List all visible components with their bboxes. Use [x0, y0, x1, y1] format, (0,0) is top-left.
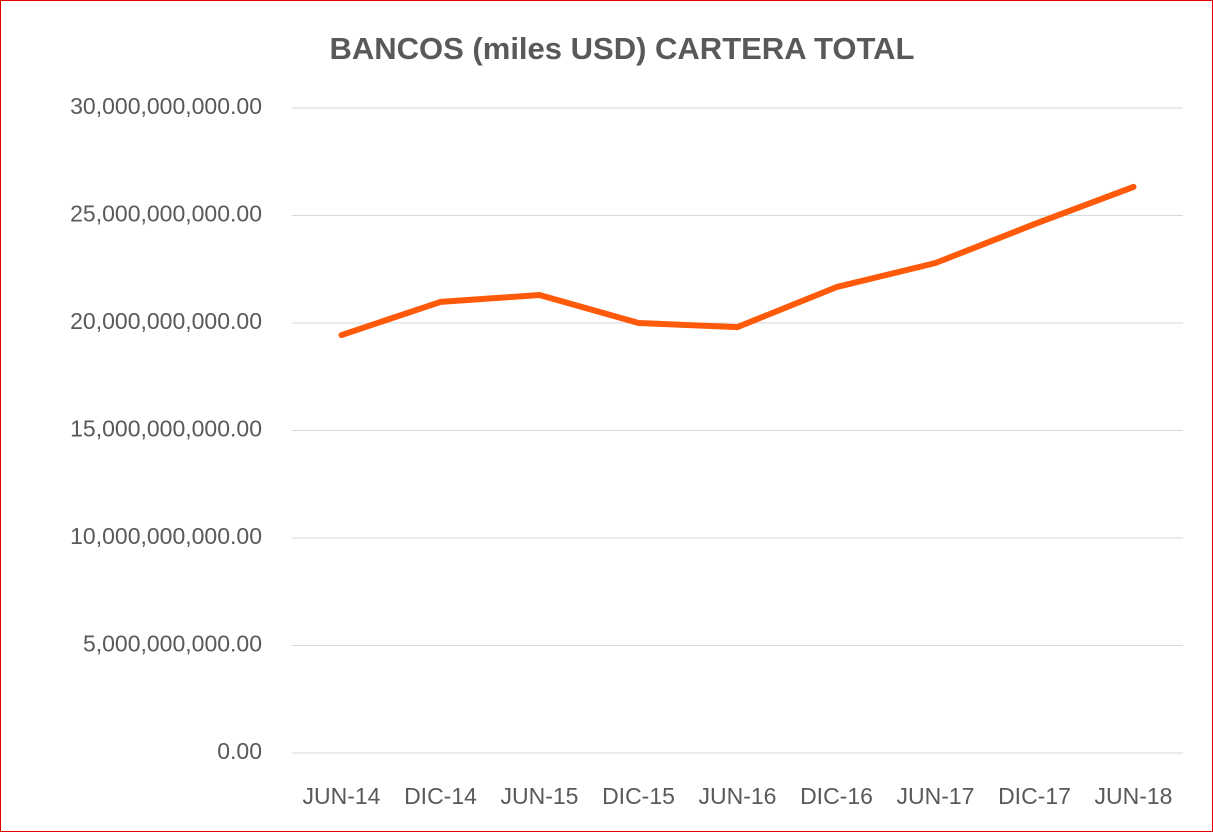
y-tick-label: 0.00: [217, 738, 262, 764]
y-tick-label: 15,000,000,000.00: [70, 416, 262, 442]
x-tick-label: DIC-17: [998, 783, 1071, 809]
x-tick-label: JUN-16: [699, 783, 777, 809]
x-tick-label: DIC-14: [404, 783, 477, 809]
x-tick-label: DIC-16: [800, 783, 873, 809]
x-tick-label: JUN-14: [303, 783, 381, 809]
y-tick-label: 20,000,000,000.00: [70, 308, 262, 334]
y-tick-label: 25,000,000,000.00: [70, 201, 262, 227]
line-series: [338, 183, 1137, 339]
y-tick-label: 10,000,000,000.00: [70, 523, 262, 549]
x-tick-label: JUN-18: [1095, 783, 1173, 809]
x-tick-label: DIC-15: [602, 783, 675, 809]
y-tick-label: 5,000,000,000.00: [83, 631, 262, 657]
x-tick-label: JUN-17: [897, 783, 975, 809]
chart-title: BANCOS (miles USD) CARTERA TOTAL: [329, 31, 914, 66]
x-tick-label: JUN-15: [501, 783, 579, 809]
y-tick-label: 30,000,000,000.00: [70, 93, 262, 119]
